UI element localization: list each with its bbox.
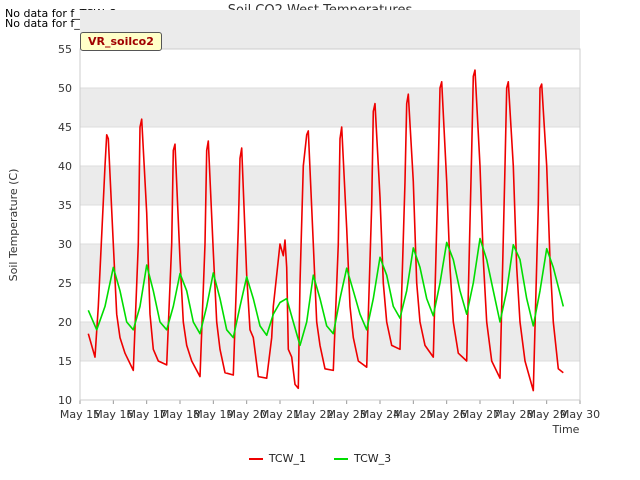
- grid-band: [80, 322, 580, 361]
- x-tick-label: May 25: [393, 408, 433, 421]
- x-tick-label: May 30: [560, 408, 600, 421]
- x-tick-label: May 28: [493, 408, 533, 421]
- series-line-tcw3: [87, 237, 565, 347]
- x-tick-label: May 27: [460, 408, 500, 421]
- grid-band: [80, 88, 580, 127]
- y-tick-label: 10: [58, 394, 72, 407]
- legend-swatch-tcw1: [248, 457, 263, 460]
- y-tick-label: 55: [58, 43, 72, 56]
- x-tick-label: May 20: [227, 408, 267, 421]
- x-tick-label: May 19: [193, 408, 233, 421]
- x-tick-label: May 15: [60, 408, 100, 421]
- grid-band: [80, 166, 580, 205]
- legend-item-tcw3: TCW_3: [334, 452, 391, 465]
- y-tick-label: 15: [58, 355, 72, 368]
- plot-frame: [79, 48, 581, 401]
- x-tick-label: May 29: [527, 408, 567, 421]
- legend-label-tcw3: TCW_3: [354, 452, 392, 465]
- x-tick-label: May 26: [427, 408, 467, 421]
- x-tick-label: May 21: [260, 408, 300, 421]
- y-tick-label: 45: [58, 121, 72, 134]
- y-tick-label: 35: [58, 199, 72, 212]
- x-tick-label: May 18: [160, 408, 200, 421]
- y-axis-label: Soil Temperature (C): [7, 169, 20, 282]
- y-tick-label: 20: [58, 316, 72, 329]
- y-tick-label: 40: [58, 160, 72, 173]
- series-line-tcw1: [87, 69, 564, 392]
- y-tick-label: 50: [58, 82, 72, 95]
- x-tick-label: May 17: [127, 408, 167, 421]
- x-tick-label: May 16: [93, 408, 133, 421]
- grid-band: [80, 10, 580, 49]
- legend-label-tcw1: TCW_1: [268, 452, 306, 465]
- y-tick-label: 30: [58, 238, 72, 251]
- legend-swatch-tcw3: [334, 457, 348, 460]
- x-tick-label: May 24: [360, 408, 400, 421]
- x-axis-label: Time: [552, 423, 580, 436]
- site-tag-label: VR_soilco2: [80, 32, 162, 51]
- grid-band: [80, 244, 580, 283]
- legend-item-tcw1: TCW_1: [248, 452, 306, 465]
- chart-legend: TCW_1 TCW_3: [0, 452, 640, 465]
- x-tick-label: May 22: [293, 408, 333, 421]
- y-tick-label: 25: [58, 277, 72, 290]
- x-tick-label: May 23: [327, 408, 367, 421]
